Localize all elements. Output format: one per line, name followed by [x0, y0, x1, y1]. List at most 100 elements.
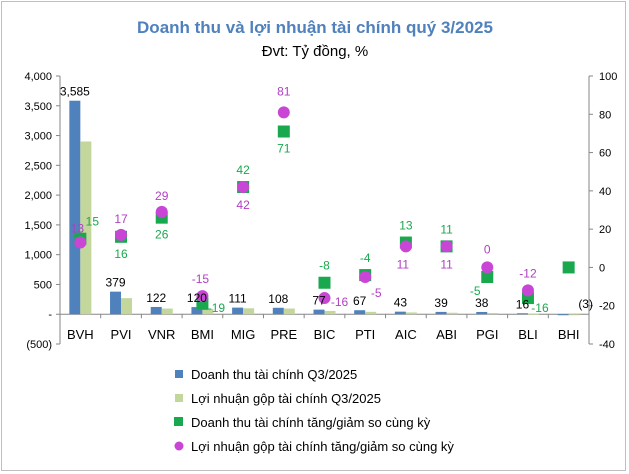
left-tick-label: 2,000 [24, 190, 52, 202]
square-data-label: -5 [470, 284, 481, 298]
square-marker [318, 276, 331, 289]
legend: Doanh thu tài chính Q3/2025 Lợi nhuận gộp… [174, 367, 454, 454]
square-data-label: 71 [277, 142, 291, 156]
category-label: PTI [355, 327, 375, 342]
circle-data-label: 17 [114, 212, 128, 226]
square-data-label: 13 [399, 219, 413, 233]
right-tick-label: 20 [599, 224, 611, 236]
circle-data-label: 11 [397, 257, 410, 271]
legend-swatch [175, 370, 183, 378]
bar-data-label: (3) [578, 297, 593, 311]
circle-marker [237, 181, 250, 194]
bar-data-label: 108 [268, 292, 288, 306]
bar-data-label: 77 [312, 294, 326, 308]
left-tick-label: 1,500 [24, 220, 52, 232]
bar [446, 312, 458, 315]
bar [487, 313, 499, 315]
bar [202, 308, 214, 315]
circle-data-label: 29 [155, 189, 169, 203]
bar [272, 307, 284, 315]
bar [313, 309, 325, 315]
left-tick-label: 3,000 [24, 131, 52, 143]
bar [232, 307, 244, 315]
bar [476, 311, 488, 315]
legend-entry: Doanh thu tài chính tăng/giảm so cùng kỳ [191, 415, 431, 430]
square-data-label: -19 [208, 301, 226, 315]
bar [405, 312, 417, 315]
left-tick-label: 1,000 [24, 250, 52, 262]
bars-layer [69, 100, 580, 316]
category-label: PRE [270, 327, 297, 342]
category-label: BHI [558, 327, 580, 342]
bar-data-label: 111 [228, 292, 247, 306]
right-tick-label: 100 [599, 71, 617, 83]
right-tick-label: -20 [599, 301, 615, 313]
bar [527, 313, 539, 315]
square-data-label: 11 [440, 222, 453, 236]
left-tick-label: - [48, 309, 52, 321]
bar-data-label: 38 [475, 296, 489, 310]
bar-data-label: 43 [394, 296, 408, 310]
category-label: BIC [314, 327, 336, 342]
legend-entry: Lợi nhuận gộp tài chính tăng/giảm so cùn… [191, 439, 454, 454]
square-data-label: -4 [360, 251, 371, 265]
chart-title: Doanh thu và lợi nhuận tài chính quý 3/2… [137, 18, 493, 37]
left-tick-label: 500 [34, 279, 52, 291]
bar [557, 314, 569, 316]
bar-data-label: 39 [434, 296, 448, 310]
category-label: BVH [67, 327, 94, 342]
circle-marker [359, 271, 372, 283]
legend-swatch [175, 394, 183, 402]
legend-swatch [174, 441, 184, 451]
category-label: VNR [148, 327, 175, 342]
square-data-label: 16 [114, 247, 128, 261]
right-tick-label: 0 [599, 262, 605, 274]
legend-entry: Lợi nhuận gộp tài chính Q3/2025 [191, 391, 381, 406]
square-data-label: -16 [531, 301, 549, 315]
category-label: BLI [518, 327, 538, 342]
bar [324, 310, 336, 315]
circle-data-label: -5 [371, 286, 382, 300]
bar-data-label: 120 [187, 291, 207, 305]
circle-data-label: -15 [192, 272, 210, 286]
circle-marker [399, 240, 412, 253]
bar-data-label: 3,585 [60, 85, 90, 99]
left-tick-label: 2,500 [24, 160, 52, 172]
circle-marker [521, 284, 534, 297]
bar-data-label: 122 [146, 291, 166, 305]
category-label: BMI [191, 327, 214, 342]
circle-marker [440, 240, 453, 253]
square-marker [277, 125, 290, 138]
category-label: PVI [111, 327, 132, 342]
bar [80, 141, 92, 315]
category-label: ABI [436, 327, 457, 342]
bar [69, 100, 81, 315]
circle-marker [74, 236, 87, 249]
data-labels-layer: 3,585 379 122 120 111 108 77 67 43 39 38 16 (3) 15 16 2… [60, 84, 593, 315]
square-data-label: 26 [155, 228, 169, 242]
axes-layer: (500)-5001,0001,5002,0002,5003,0003,5004… [24, 71, 617, 351]
category-label: AIC [395, 327, 417, 342]
bar [121, 298, 133, 315]
circle-marker [155, 205, 168, 218]
square-marker [562, 261, 575, 274]
bar [365, 311, 377, 315]
chart-subtitle: Đvt: Tỷ đồng, % [262, 43, 368, 60]
bar [516, 313, 528, 315]
right-tick-label: 40 [599, 186, 611, 198]
right-tick-label: 60 [599, 148, 611, 160]
legend-entry: Doanh thu tài chính Q3/2025 [191, 367, 357, 382]
right-tick-label: 80 [599, 109, 611, 121]
circle-data-label: 13 [71, 222, 85, 236]
circle-marker [196, 290, 209, 303]
circle-data-label: 0 [484, 242, 491, 256]
circle-data-label: 11 [440, 257, 453, 271]
bar [568, 314, 580, 316]
bar-data-label: 16 [516, 297, 530, 311]
bar-data-label: 379 [106, 276, 126, 290]
circle-marker [318, 292, 331, 305]
circle-data-label: -12 [519, 266, 537, 280]
circle-data-label: 81 [277, 84, 291, 98]
circle-marker [277, 106, 290, 119]
